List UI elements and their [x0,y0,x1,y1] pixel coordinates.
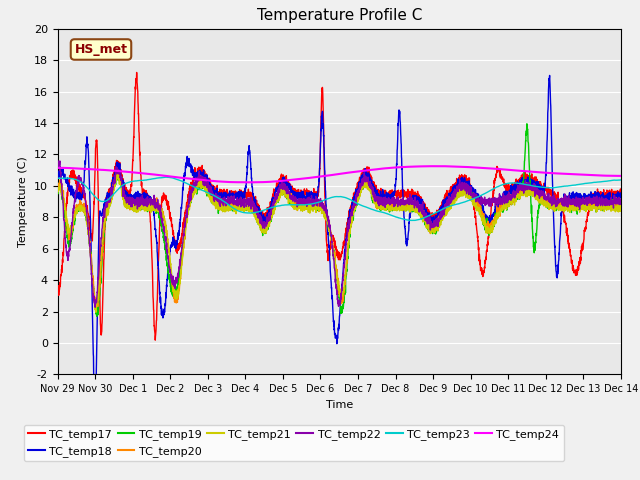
Line: TC_temp17: TC_temp17 [58,72,621,340]
Line: TC_temp19: TC_temp19 [58,124,621,316]
TC_temp18 [294,195,302,201]
TC_temp20 [606,202,614,208]
TC_temp23 [294,202,302,208]
TC_temp21 [113,170,121,176]
TC_temp19 [270,205,278,211]
TC_temp20 [545,199,553,204]
TC_temp22 [294,201,302,206]
TC_temp24 [54,165,61,171]
Line: TC_temp23: TC_temp23 [58,177,621,220]
TC_temp22 [118,183,126,189]
TC_temp24 [294,176,302,182]
TC_temp17 [152,332,159,338]
TC_temp23 [152,176,159,181]
TC_temp21 [152,208,159,214]
TC_temp23 [270,204,278,210]
TC_temp22 [606,199,614,204]
TC_temp20 [294,201,302,207]
TC_temp24 [152,172,159,178]
TC_temp22 [54,160,61,166]
TC_temp21 [606,203,614,208]
TC_temp18 [617,193,625,199]
TC_temp21 [92,310,100,315]
TC_temp19 [152,204,159,210]
TC_temp18 [92,396,99,401]
TC_temp24 [617,173,625,179]
TC_temp24 [270,179,278,184]
Title: Temperature Profile C: Temperature Profile C [257,9,422,24]
TC_temp17 [606,193,614,199]
TC_temp23 [410,217,417,223]
TC_temp21 [54,190,61,196]
TC_temp22 [152,200,159,206]
TC_temp20 [118,185,126,191]
TC_temp17 [617,195,625,201]
Line: TC_temp21: TC_temp21 [58,173,621,312]
TC_temp18 [118,180,126,186]
Line: TC_temp18: TC_temp18 [58,75,621,398]
TC_temp24 [244,180,252,185]
X-axis label: Time: Time [326,400,353,409]
TC_temp23 [606,178,614,184]
Line: TC_temp24: TC_temp24 [58,166,621,182]
TC_temp18 [546,72,554,78]
TC_temp20 [114,168,122,174]
TC_temp24 [606,173,614,179]
TC_temp21 [118,189,126,195]
TC_temp22 [92,304,99,310]
TC_temp17 [294,192,302,197]
TC_temp22 [545,197,553,203]
TC_temp20 [94,304,102,310]
TC_temp21 [545,204,553,210]
TC_temp18 [606,190,614,196]
Line: TC_temp22: TC_temp22 [58,161,621,307]
TC_temp18 [270,197,278,203]
TC_temp23 [545,185,553,191]
TC_temp22 [54,158,61,164]
TC_temp19 [523,121,531,127]
Text: HS_met: HS_met [74,43,127,56]
TC_temp24 [545,170,553,176]
TC_temp20 [152,206,159,212]
TC_temp22 [617,199,625,204]
TC_temp17 [270,191,278,196]
TC_temp20 [270,202,278,208]
Line: TC_temp20: TC_temp20 [58,171,621,307]
Legend: TC_temp17, TC_temp18, TC_temp19, TC_temp20, TC_temp21, TC_temp22, TC_temp23, TC_: TC_temp17, TC_temp18, TC_temp19, TC_temp… [24,425,564,461]
TC_temp19 [617,204,625,209]
TC_temp17 [545,188,553,193]
TC_temp20 [54,181,61,187]
TC_temp18 [54,176,61,181]
TC_temp20 [617,205,625,211]
TC_temp19 [93,313,101,319]
TC_temp22 [270,200,278,205]
TC_temp23 [163,174,170,180]
TC_temp17 [133,70,141,75]
TC_temp23 [54,175,61,181]
TC_temp19 [606,204,614,210]
TC_temp21 [617,206,625,212]
TC_temp24 [118,168,125,174]
TC_temp19 [545,202,553,207]
TC_temp23 [118,183,125,189]
TC_temp19 [118,189,126,195]
TC_temp17 [54,288,61,294]
TC_temp21 [294,205,302,211]
TC_temp19 [294,203,302,209]
Y-axis label: Temperature (C): Temperature (C) [18,156,28,247]
TC_temp17 [152,337,159,343]
TC_temp24 [429,163,437,169]
TC_temp23 [617,177,625,183]
TC_temp18 [152,228,159,233]
TC_temp18 [545,76,553,82]
TC_temp19 [54,185,61,191]
TC_temp17 [118,172,125,178]
TC_temp21 [270,208,278,214]
